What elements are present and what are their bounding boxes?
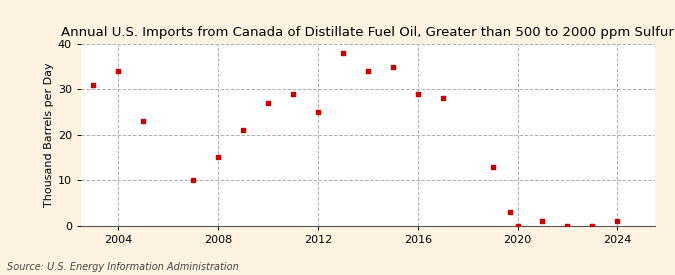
Point — [238, 128, 248, 132]
Point — [505, 210, 516, 214]
Y-axis label: Thousand Barrels per Day: Thousand Barrels per Day — [44, 62, 54, 207]
Point — [437, 96, 448, 101]
Point — [113, 69, 124, 73]
Title: Annual U.S. Imports from Canada of Distillate Fuel Oil, Greater than 500 to 2000: Annual U.S. Imports from Canada of Disti… — [61, 26, 674, 39]
Point — [512, 223, 523, 228]
Point — [263, 101, 273, 105]
Point — [338, 51, 348, 55]
Point — [188, 178, 198, 182]
Point — [362, 69, 373, 73]
Point — [288, 92, 298, 96]
Point — [612, 219, 623, 223]
Point — [313, 110, 323, 114]
Point — [412, 92, 423, 96]
Point — [562, 223, 573, 228]
Point — [213, 155, 223, 160]
Point — [138, 119, 148, 123]
Point — [487, 164, 498, 169]
Point — [537, 219, 548, 223]
Point — [587, 223, 598, 228]
Text: Source: U.S. Energy Information Administration: Source: U.S. Energy Information Administ… — [7, 262, 238, 272]
Point — [387, 64, 398, 69]
Point — [88, 82, 99, 87]
